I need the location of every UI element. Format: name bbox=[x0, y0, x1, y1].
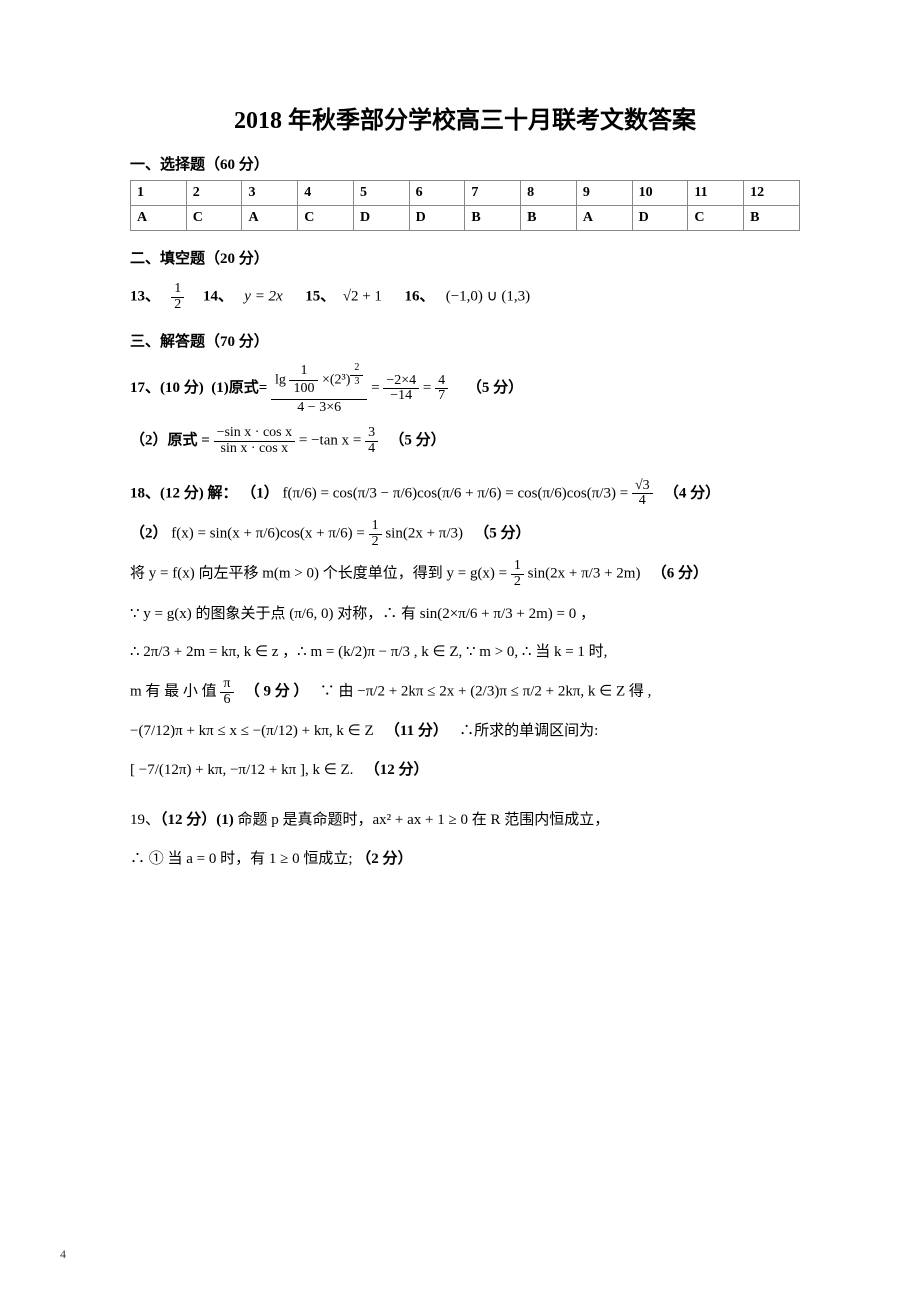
frac-den: 2 bbox=[171, 298, 184, 313]
q18-line3: 将 y = f(x) 向左平移 m(m > 0) 个长度单位，得到 y = g(… bbox=[130, 559, 800, 589]
q18-line7: −(7/12)π + kπ ≤ x ≤ −(π/12) + kπ, k ∈ Z … bbox=[130, 717, 800, 746]
half-frac: 1 2 bbox=[511, 559, 524, 589]
table-cell: 4 bbox=[298, 181, 354, 206]
table-cell: 8 bbox=[521, 181, 577, 206]
table-cell: A bbox=[131, 206, 187, 231]
section-1-heading: 一、选择题（60 分） bbox=[130, 153, 800, 174]
table-cell: B bbox=[465, 206, 521, 231]
table-cell: 6 bbox=[409, 181, 465, 206]
frac-den: 4 − 3×6 bbox=[271, 400, 367, 417]
table-cell: B bbox=[744, 206, 800, 231]
table-cell: 10 bbox=[632, 181, 688, 206]
frac-num: 1 bbox=[171, 282, 184, 298]
q15-answer: √2 + 1 bbox=[343, 289, 382, 305]
table-cell: 3 bbox=[242, 181, 298, 206]
q18-p2-prefix: （2） bbox=[130, 526, 168, 542]
points-badge: （12 分） bbox=[365, 762, 429, 778]
fill-answers: 13、 1 2 14、 y = 2x 15、 √2 + 1 16、 (−1,0)… bbox=[130, 282, 800, 312]
text: f(x) = sin(x + π/6)cos(x + π/6) = bbox=[171, 526, 368, 542]
q16-answer: (−1,0) ∪ (1,3) bbox=[446, 289, 530, 305]
points-badge: （ 9 分 ） bbox=[245, 683, 309, 699]
table-cell: 11 bbox=[688, 181, 744, 206]
points-badge: （2 分） bbox=[356, 851, 412, 867]
section-2-heading: 二、填空题（20 分） bbox=[130, 247, 800, 268]
q17-part1: 17、(10 分) (1)原式= lg 1 100 ×(2³)23 4 − 3×… bbox=[130, 361, 800, 416]
text: ∴所求的单调区间为: bbox=[459, 723, 598, 739]
page-number: 4 bbox=[60, 1247, 66, 1262]
q18-line4: ∵ y = g(x) 的图象关于点 (π/6, 0) 对称，∴ 有 sin(2×… bbox=[130, 600, 800, 629]
q17-part2: （2）原式 = −sin x · cos x sin x · cos x = −… bbox=[130, 426, 800, 456]
table-cell: C bbox=[688, 206, 744, 231]
q18-line6: m 有 最 小 值 π 6 （ 9 分 ） ∵ 由 −π/2 + 2kπ ≤ 2… bbox=[130, 677, 800, 707]
q15-label: 15、 bbox=[305, 289, 335, 305]
q17-frac2: −2×4 −14 bbox=[383, 374, 419, 404]
table-cell: 5 bbox=[353, 181, 409, 206]
q14-answer: y = 2x bbox=[244, 289, 282, 305]
page-title: 2018 年秋季部分学校高三十月联考文数答案 bbox=[130, 100, 800, 135]
q18-part2: （2） f(x) = sin(x + π/6)cos(x + π/6) = 1 … bbox=[130, 519, 800, 549]
points-badge: （5 分） bbox=[474, 526, 530, 542]
q14-label: 14、 bbox=[203, 289, 233, 305]
table-cell: D bbox=[632, 206, 688, 231]
table-cell: C bbox=[298, 206, 354, 231]
q17-p2-frac: −sin x · cos x sin x · cos x bbox=[214, 426, 296, 456]
text: m 有 最 小 值 bbox=[130, 683, 220, 699]
table-cell: B bbox=[521, 206, 577, 231]
table-cell: A bbox=[242, 206, 298, 231]
q18-p1-ans: √3 4 bbox=[632, 479, 653, 509]
table-cell: 12 bbox=[744, 181, 800, 206]
q18-line8: [ −7/(12π) + kπ, −π/12 + kπ ], k ∈ Z. （1… bbox=[130, 756, 800, 785]
points-badge: （11 分） bbox=[385, 723, 448, 739]
table-cell: D bbox=[353, 206, 409, 231]
eq: = bbox=[423, 380, 435, 396]
table-row: 1 2 3 4 5 6 7 8 9 10 11 12 bbox=[131, 181, 800, 206]
text: f(π/6) = cos(π/3 − π/6)cos(π/6 + π/6) = … bbox=[283, 485, 632, 501]
table-cell: 9 bbox=[576, 181, 632, 206]
q17-main-frac: lg 1 100 ×(2³)23 4 − 3×6 bbox=[271, 361, 367, 416]
text: ∴ ① 当 a = 0 时，有 1 ≥ 0 恒成立; bbox=[130, 851, 353, 867]
points-badge: （5 分） bbox=[467, 380, 523, 396]
eq: = bbox=[371, 380, 383, 396]
q18-label: 18、(12 分) 解： bbox=[130, 485, 238, 501]
q18-part1: 18、(12 分) 解： （1） f(π/6) = cos(π/3 − π/6)… bbox=[130, 479, 800, 509]
text: 将 y = f(x) 向左平移 m(m > 0) 个长度单位，得到 y = g(… bbox=[130, 566, 511, 582]
text: sin(2x + π/3 + 2m) bbox=[528, 566, 641, 582]
text: 命题 p 是真命题时，ax² + ax + 1 ≥ 0 在 R 范围内恒成立， bbox=[238, 812, 610, 828]
q17-label: 17、(10 分) bbox=[130, 380, 204, 396]
interval: [ −7/(12π) + kπ, −π/12 + kπ ], k ∈ Z. bbox=[130, 762, 353, 778]
table-cell: C bbox=[186, 206, 242, 231]
q19-line1: 19、19、（12 分）(1)（12 分）(1) 命题 p 是真命题时，ax² … bbox=[130, 806, 800, 835]
q19-line2: ∴ ① 当 a = 0 时，有 1 ≥ 0 恒成立; （2 分） bbox=[130, 845, 800, 874]
m-min-frac: π 6 bbox=[220, 677, 233, 707]
table-cell: 1 bbox=[131, 181, 187, 206]
table-row: A C A C D D B B A D C B bbox=[131, 206, 800, 231]
frac-num: lg 1 100 ×(2³)23 bbox=[271, 361, 367, 399]
q18-p1-prefix: （1） bbox=[241, 485, 279, 501]
half-frac: 1 2 bbox=[369, 519, 382, 549]
text: ∵ 由 −π/2 + 2kπ ≤ 2x + (2/3)π ≤ π/2 + 2kπ… bbox=[320, 683, 652, 699]
q17-p2-prefix: （2）原式 = bbox=[130, 433, 214, 449]
points-badge: （5 分） bbox=[389, 433, 445, 449]
q17-p2-ans: 3 4 bbox=[365, 426, 378, 456]
q16-label: 16、 bbox=[404, 289, 434, 305]
text: = −tan x = bbox=[299, 433, 365, 449]
q17-p1-prefix: (1)原式= bbox=[211, 380, 267, 396]
inner-frac: 1 100 bbox=[289, 363, 318, 397]
q18-line5: ∴ 2π/3 + 2m = kπ, k ∈ z ，∴ m = (k/2)π − … bbox=[130, 638, 800, 667]
answer-table: 1 2 3 4 5 6 7 8 9 10 11 12 A C A C D D B… bbox=[130, 180, 800, 231]
points-badge: （4 分） bbox=[664, 485, 720, 501]
table-cell: A bbox=[576, 206, 632, 231]
text: sin(2x + π/3) bbox=[385, 526, 463, 542]
table-cell: D bbox=[409, 206, 465, 231]
q17-frac3: 4 7 bbox=[435, 374, 448, 404]
q19-label: 19、19、（12 分）(1)（12 分）(1) bbox=[130, 812, 238, 828]
points-badge: （6 分） bbox=[652, 566, 708, 582]
table-cell: 2 bbox=[186, 181, 242, 206]
text: −(7/12)π + kπ ≤ x ≤ −(π/12) + kπ, k ∈ Z bbox=[130, 723, 374, 739]
q13-answer: 1 2 bbox=[171, 282, 184, 312]
section-3-heading: 三、解答题（70 分） bbox=[130, 330, 800, 351]
q13-label: 13、 bbox=[130, 289, 160, 305]
table-cell: 7 bbox=[465, 181, 521, 206]
